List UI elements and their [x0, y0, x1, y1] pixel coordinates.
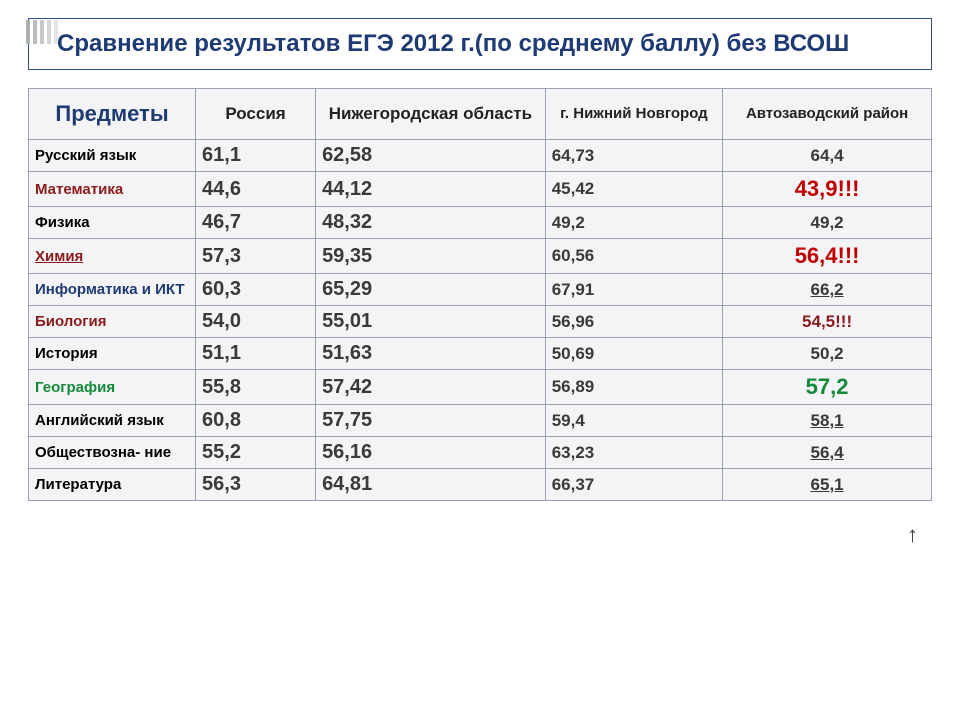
region-cell: 62,58 [316, 140, 546, 172]
city-cell: 56,96 [545, 306, 722, 338]
region-cell: 44,12 [316, 172, 546, 207]
district-cell: 65,1 [723, 469, 932, 501]
city-cell: 64,73 [545, 140, 722, 172]
table-row: Литература56,364,8166,3765,1 [29, 469, 932, 501]
table-row: Физика46,748,3249,249,2 [29, 207, 932, 239]
region-cell: 51,63 [316, 338, 546, 370]
bar-icon [26, 20, 30, 44]
district-cell: 66,2 [723, 274, 932, 306]
russia-cell: 60,3 [196, 274, 316, 306]
russia-cell: 60,8 [196, 405, 316, 437]
city-cell: 45,42 [545, 172, 722, 207]
russia-cell: 61,1 [196, 140, 316, 172]
russia-cell: 55,8 [196, 370, 316, 405]
title-box: Сравнение результатов ЕГЭ 2012 г.(по сре… [28, 18, 932, 70]
district-cell: 54,5!!! [723, 306, 932, 338]
district-cell: 58,1 [723, 405, 932, 437]
city-cell: 63,23 [545, 437, 722, 469]
arrow-up-icon: ↑ [907, 522, 918, 548]
russia-cell: 55,2 [196, 437, 316, 469]
results-table: Предметы Россия Нижегородская область г.… [28, 88, 932, 501]
table-row: Химия57,359,3560,5656,4!!! [29, 239, 932, 274]
russia-cell: 57,3 [196, 239, 316, 274]
decorative-bars [26, 20, 58, 44]
region-cell: 59,35 [316, 239, 546, 274]
city-cell: 66,37 [545, 469, 722, 501]
col-russia: Россия [196, 89, 316, 140]
col-region: Нижегородская область [316, 89, 546, 140]
page-title: Сравнение результатов ЕГЭ 2012 г.(по сре… [57, 29, 917, 59]
col-district: Автозаводский район [723, 89, 932, 140]
russia-cell: 44,6 [196, 172, 316, 207]
district-cell: 56,4!!! [723, 239, 932, 274]
district-cell: 49,2 [723, 207, 932, 239]
district-cell: 64,4 [723, 140, 932, 172]
district-cell: 57,2 [723, 370, 932, 405]
region-cell: 48,32 [316, 207, 546, 239]
table-row: География55,857,4256,8957,2 [29, 370, 932, 405]
subject-cell: География [29, 370, 196, 405]
subject-cell: Английский язык [29, 405, 196, 437]
city-cell: 50,69 [545, 338, 722, 370]
district-cell: 43,9!!! [723, 172, 932, 207]
table-row: Английский язык60,857,7559,458,1 [29, 405, 932, 437]
bar-icon [54, 20, 58, 44]
city-cell: 67,91 [545, 274, 722, 306]
table-header-row: Предметы Россия Нижегородская область г.… [29, 89, 932, 140]
russia-cell: 56,3 [196, 469, 316, 501]
col-subjects: Предметы [29, 89, 196, 140]
city-cell: 59,4 [545, 405, 722, 437]
district-cell: 50,2 [723, 338, 932, 370]
city-cell: 60,56 [545, 239, 722, 274]
subject-cell: Литература [29, 469, 196, 501]
table-row: Биология54,055,0156,9654,5!!! [29, 306, 932, 338]
russia-cell: 51,1 [196, 338, 316, 370]
table-row: Русский язык61,162,5864,7364,4 [29, 140, 932, 172]
region-cell: 64,81 [316, 469, 546, 501]
subject-cell: Биология [29, 306, 196, 338]
table-row: Математика44,644,1245,4243,9!!! [29, 172, 932, 207]
subject-cell: Русский язык [29, 140, 196, 172]
table-row: Информатика и ИКТ60,365,2967,9166,2 [29, 274, 932, 306]
bar-icon [33, 20, 37, 44]
table-row: История51,151,6350,6950,2 [29, 338, 932, 370]
russia-cell: 54,0 [196, 306, 316, 338]
region-cell: 55,01 [316, 306, 546, 338]
subject-cell: Информатика и ИКТ [29, 274, 196, 306]
region-cell: 65,29 [316, 274, 546, 306]
subject-cell: История [29, 338, 196, 370]
subject-cell: Обществозна- ние [29, 437, 196, 469]
region-cell: 57,42 [316, 370, 546, 405]
subject-cell: Математика [29, 172, 196, 207]
region-cell: 56,16 [316, 437, 546, 469]
slide: Сравнение результатов ЕГЭ 2012 г.(по сре… [0, 0, 960, 720]
subject-cell: Химия [29, 239, 196, 274]
district-cell: 56,4 [723, 437, 932, 469]
russia-cell: 46,7 [196, 207, 316, 239]
col-city: г. Нижний Новгород [545, 89, 722, 140]
city-cell: 56,89 [545, 370, 722, 405]
bar-icon [40, 20, 44, 44]
subject-cell: Физика [29, 207, 196, 239]
region-cell: 57,75 [316, 405, 546, 437]
table-row: Обществозна- ние55,256,1663,2356,4 [29, 437, 932, 469]
city-cell: 49,2 [545, 207, 722, 239]
bar-icon [47, 20, 51, 44]
